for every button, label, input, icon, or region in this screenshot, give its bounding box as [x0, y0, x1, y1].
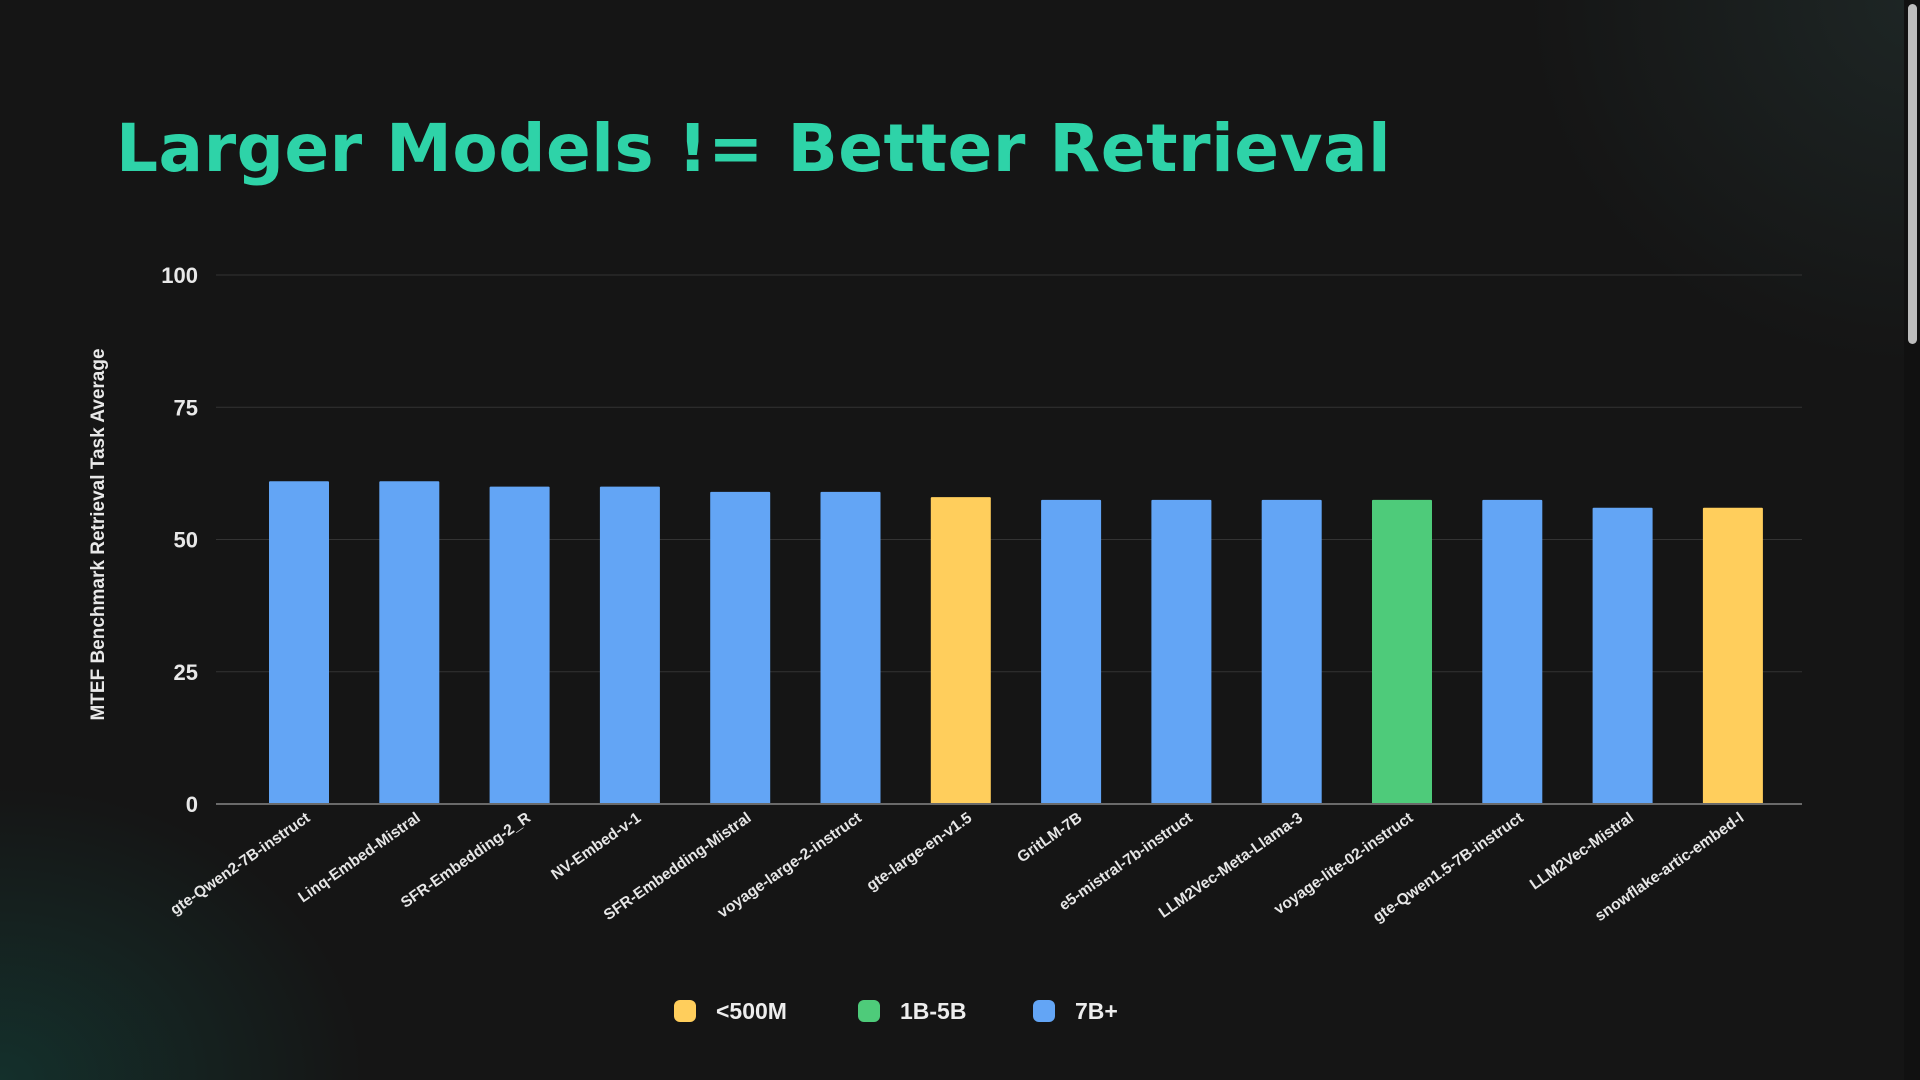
bar: [1482, 499, 1543, 804]
legend-swatch: [1033, 1000, 1055, 1022]
x-category-label: gte-large-en-v1.5: [864, 809, 976, 894]
y-tick-label: 0: [186, 792, 198, 817]
bar: [1702, 507, 1763, 804]
bar: [1151, 499, 1212, 804]
bar: [930, 497, 991, 804]
legend-swatch: [858, 1000, 880, 1022]
legend-label: 7B+: [1075, 998, 1118, 1024]
legend-swatch: [674, 1000, 696, 1022]
bar: [489, 486, 550, 804]
legend: <500M 1B-5B 7B+: [674, 998, 1118, 1024]
gridlines: [216, 274, 1802, 673]
bar: [1592, 507, 1653, 804]
bars: [269, 481, 1763, 804]
x-category-label: NV-Embed-v-1: [548, 809, 644, 883]
bar: [710, 491, 771, 804]
x-category-label: gte-Qwen2-7B-instruct: [167, 809, 313, 918]
legend-label: <500M: [716, 998, 787, 1024]
slide-title: Larger Models != Better Retrieval: [116, 110, 1392, 187]
bar: [1041, 499, 1102, 804]
x-axis-category-labels: gte-Qwen2-7B-instructLinq-Embed-MistralS…: [167, 809, 1747, 926]
x-category-label: Linq-Embed-Mistral: [295, 809, 423, 906]
bar: [599, 486, 660, 804]
bar: [1372, 499, 1432, 804]
legend-label: 1B-5B: [900, 998, 966, 1024]
y-tick-label: 75: [174, 395, 198, 420]
scrollbar-thumb[interactable]: [1908, 4, 1917, 344]
bar: [1261, 499, 1322, 804]
y-axis-ticks: 0 25 50 75 100: [161, 263, 198, 817]
y-axis-title: MTEF Benchmark Retrieval Task Average: [88, 348, 109, 720]
bar: [820, 491, 881, 804]
x-category-label: LLM2Vec-Mistral: [1527, 809, 1637, 893]
y-tick-label: 25: [174, 660, 198, 685]
y-tick-label: 100: [161, 263, 198, 288]
bar: [379, 481, 440, 804]
scrollbar-track[interactable]: [1904, 0, 1920, 1080]
x-category-label: GritLM-7B: [1014, 809, 1085, 866]
y-tick-label: 50: [174, 528, 198, 553]
bar: [269, 481, 329, 804]
